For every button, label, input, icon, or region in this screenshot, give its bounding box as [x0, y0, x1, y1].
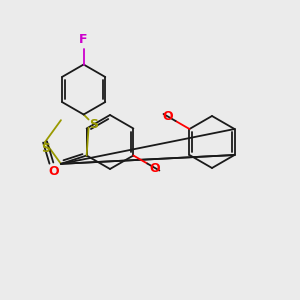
Text: O: O — [163, 110, 173, 123]
Text: O: O — [150, 161, 160, 175]
Text: O: O — [49, 165, 59, 178]
Text: S: S — [89, 118, 98, 131]
Text: S: S — [42, 142, 51, 155]
Text: F: F — [80, 33, 88, 46]
